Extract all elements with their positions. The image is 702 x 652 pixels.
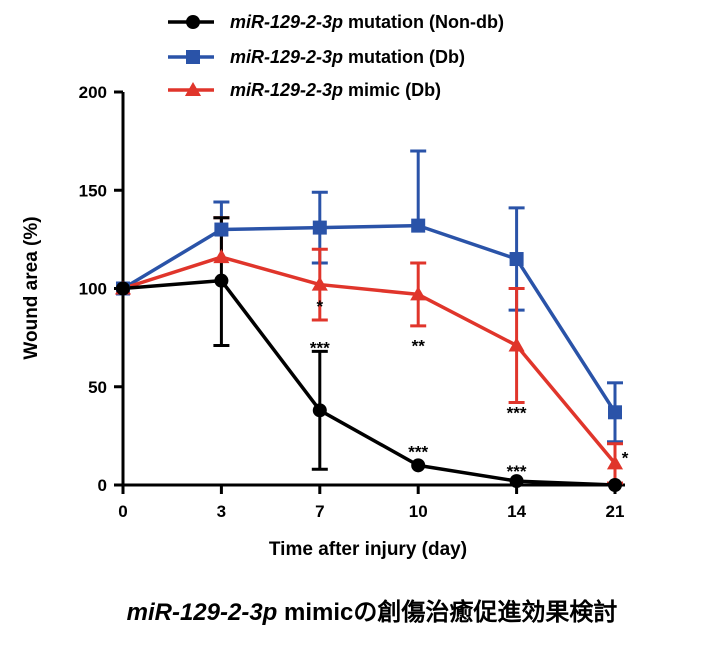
significance-label: * [622,448,629,467]
x-tick-label: 7 [315,502,324,521]
x-tick-label: 3 [217,502,226,521]
data-point [116,281,130,296]
chart-title-rest: mimicの創傷治癒促進効果検討 [277,598,617,626]
data-point [214,222,229,237]
error-bars [213,149,623,485]
y-tick-label: 100 [79,280,107,299]
series-lines [122,223,617,487]
series-line [122,223,617,414]
x-tick-label: 21 [606,502,625,521]
data-point [312,403,327,418]
significance-labels: **** ************ [310,297,629,481]
chart-title: miR-129-2-3p mimicの創傷治癒促進効果検討 [127,598,618,626]
y-tick-label: 150 [79,181,107,200]
data-point [608,478,622,492]
legend-label: miR-129-2-3p mutation (Non-db) [230,12,504,32]
significance-label: * [316,297,323,316]
y-axis-title: Wound area (%) [21,216,42,359]
data-point [509,252,524,267]
data-point [312,220,327,235]
x-tick-label: 0 [118,502,127,521]
legend-marker [186,50,200,64]
data-point [411,218,426,233]
data-point [608,405,622,420]
data-point [411,458,426,473]
legend-marker [186,15,200,29]
series-line [122,255,617,465]
y-tick-label: 0 [98,476,107,495]
legend-label: miR-129-2-3p mutation (Db) [230,47,465,67]
significance-label: *** [310,338,330,357]
legend-label-gene: miR-129-2-3p [230,12,343,32]
legend-item: miR-129-2-3p mutation (Non-db) [168,12,504,32]
legend-label-rest: mimic (Db) [343,80,441,100]
significance-label: *** [507,462,527,481]
data-point [508,337,525,352]
y-tick-label: 200 [79,83,107,102]
legend-label-gene: miR-129-2-3p [230,47,343,67]
x-axis-title: Time after injury (day) [269,539,467,560]
data-point [311,276,328,291]
significance-label: ** [412,336,426,355]
legend: miR-129-2-3p mutation (Non-db)miR-129-2-… [168,12,504,100]
legend-item: miR-129-2-3p mutation (Db) [168,47,465,67]
x-tick-label: 14 [507,502,526,521]
y-tick-label: 50 [88,378,107,397]
x-tick-label: 10 [409,502,428,521]
legend-label-rest: mutation (Db) [343,47,465,67]
legend-label: miR-129-2-3p mimic (Db) [230,80,441,100]
legend-item: miR-129-2-3p mimic (Db) [168,80,441,100]
legend-label-rest: mutation (Non-db) [343,12,504,32]
legend-label-gene: miR-129-2-3p [230,80,343,100]
series-markers [114,218,624,492]
data-point [214,273,229,288]
series-line [122,278,616,487]
data-point [606,455,624,470]
significance-label: *** [408,443,428,462]
data-point [509,474,524,489]
legend-marker [184,81,202,97]
significance-label: *** [507,403,527,422]
data-point [213,249,230,264]
data-point [410,286,427,301]
chart-title-gene: miR-129-2-3p [127,599,278,626]
